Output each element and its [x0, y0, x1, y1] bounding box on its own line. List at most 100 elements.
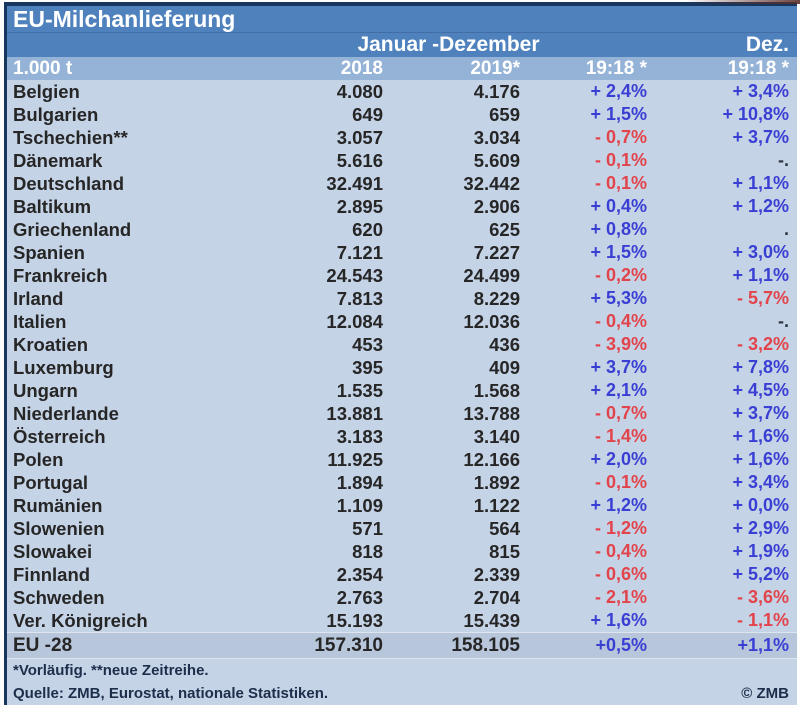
value-2019: 625	[489, 218, 520, 240]
value-2018: 7.813	[336, 287, 383, 309]
country-name: Ungarn	[13, 379, 78, 401]
country-name: Ver. Königreich	[13, 609, 148, 631]
change-december: + 1,1%	[732, 173, 789, 193]
footnote-text: *Vorläufig. **neue Zeitreihe.	[13, 662, 209, 679]
value-2018: 24.543	[326, 264, 383, 286]
table-row: Luxemburg 395 409 + 3,7% + 7,8%	[7, 356, 797, 379]
change-december: .	[783, 219, 789, 239]
change-year: + 1,5%	[590, 242, 647, 262]
table-body: Belgien 4.080 4.176 + 2,4% + 3,4% Bulgar…	[7, 80, 797, 632]
change-december: + 1,9%	[732, 541, 789, 561]
change-year: - 0,6%	[594, 564, 647, 584]
change-year: - 1,2%	[594, 518, 647, 538]
table-row: Irland 7.813 8.229 + 5,3% - 5,7%	[7, 287, 797, 310]
table-row: Spanien 7.121 7.227 + 1,5% + 3,0%	[7, 241, 797, 264]
country-name: Bulgarien	[13, 103, 99, 125]
change-december: + 10,8%	[722, 104, 789, 124]
period-header: Januar -Dezember	[357, 33, 540, 56]
table-row: Frankreich 24.543 24.499 - 0,2% + 1,1%	[7, 264, 797, 287]
country-name: Polen	[13, 448, 64, 470]
country-name: Irland	[13, 287, 64, 309]
table-row: Slowakei 818 815 - 0,4% + 1,9%	[7, 540, 797, 563]
change-year: - 0,1%	[594, 173, 647, 193]
value-2019: 659	[489, 103, 520, 125]
change-december: - 5,7%	[736, 288, 789, 308]
column-header-2019: 2019*	[470, 57, 520, 79]
change-year: - 2,1%	[594, 587, 647, 607]
change-year: + 3,7%	[590, 357, 647, 377]
change-year: + 1,6%	[590, 610, 647, 630]
table-row: Baltikum 2.895 2.906 + 0,4% + 1,2%	[7, 195, 797, 218]
value-2018: 2.763	[336, 586, 383, 608]
column-header-change-dec: 19:18 *	[727, 57, 789, 79]
value-2019: 15.439	[463, 609, 520, 631]
column-header-row: 1.000 t 2018 2019* 19:18 * 19:18 *	[7, 57, 797, 80]
table-row: Italien 12.084 12.036 - 0,4% -.	[7, 310, 797, 333]
country-name: Luxemburg	[13, 356, 114, 378]
change-december: + 1,1%	[732, 265, 789, 285]
change-december: + 7,8%	[732, 357, 789, 377]
change-year: - 0,2%	[594, 265, 647, 285]
table-row: Portugal 1.894 1.892 - 0,1% + 3,4%	[7, 471, 797, 494]
screenshot-edge-artifact	[685, 0, 800, 4]
value-2019: 24.499	[463, 264, 520, 286]
table-row: Dänemark 5.616 5.609 - 0,1% -.	[7, 149, 797, 172]
value-2018: 13.881	[326, 402, 383, 424]
table-title: EU-Milchanlieferung	[7, 6, 797, 33]
change-year: + 0,4%	[590, 196, 647, 216]
country-name: Italien	[13, 310, 67, 332]
copyright-text: © ZMB	[741, 685, 789, 702]
change-december: + 5,2%	[732, 564, 789, 584]
change-year: - 0,7%	[594, 127, 647, 147]
country-name: Portugal	[13, 471, 89, 493]
country-name: Griechenland	[13, 218, 132, 240]
change-year: - 0,7%	[594, 403, 647, 423]
value-2018: 4.080	[336, 80, 383, 102]
value-2019: 815	[489, 540, 520, 562]
country-name: Österreich	[13, 425, 106, 447]
table-row: Finnland 2.354 2.339 - 0,6% + 5,2%	[7, 563, 797, 586]
value-2019: 2.339	[473, 563, 520, 585]
table-row: Ver. Königreich 15.193 15.439 + 1,6% - 1…	[7, 609, 797, 632]
value-2018: 1.109	[336, 494, 383, 516]
value-2019: 5.609	[473, 149, 520, 171]
value-2018: 571	[352, 517, 383, 539]
total-value-2019: 158.105	[451, 634, 520, 656]
table-row: Griechenland 620 625 + 0,8% .	[7, 218, 797, 241]
value-2019: 1.122	[473, 494, 520, 516]
value-2019: 1.568	[473, 379, 520, 401]
change-december: + 1,6%	[732, 449, 789, 469]
change-year: + 1,5%	[590, 104, 647, 124]
country-name: Baltikum	[13, 195, 92, 217]
country-name: Frankreich	[13, 264, 108, 286]
change-december: + 2,9%	[732, 518, 789, 538]
value-2018: 818	[352, 540, 383, 562]
value-2019: 2.704	[473, 586, 520, 608]
country-name: Slowenien	[13, 517, 105, 539]
value-2019: 4.176	[473, 80, 520, 102]
change-december: - 1,1%	[736, 610, 789, 630]
value-2018: 3.183	[336, 425, 383, 447]
change-december: -.	[778, 311, 789, 331]
change-year: - 3,9%	[594, 334, 647, 354]
table-row: Schweden 2.763 2.704 - 2,1% - 3,6%	[7, 586, 797, 609]
december-header: Dez.	[745, 33, 789, 56]
country-name: Rumänien	[13, 494, 103, 516]
table-row: Kroatien 453 436 - 3,9% - 3,2%	[7, 333, 797, 356]
value-2018: 11.925	[327, 448, 383, 470]
change-december: - 3,6%	[736, 587, 789, 607]
footnote: *Vorläufig. **neue Zeitreihe.	[7, 659, 797, 682]
value-2019: 12.166	[463, 448, 520, 470]
value-2018: 453	[352, 333, 383, 355]
value-2019: 32.442	[463, 172, 520, 194]
change-year: - 0,1%	[594, 472, 647, 492]
value-2018: 3.057	[336, 126, 383, 148]
country-name: Niederlande	[13, 402, 119, 424]
value-2018: 395	[352, 356, 383, 378]
country-name: Dänemark	[13, 149, 103, 171]
change-december: -.	[778, 150, 789, 170]
value-2019: 2.906	[473, 195, 520, 217]
change-december: + 3,4%	[732, 81, 789, 101]
value-2018: 620	[352, 218, 383, 240]
country-name: Kroatien	[13, 333, 89, 355]
